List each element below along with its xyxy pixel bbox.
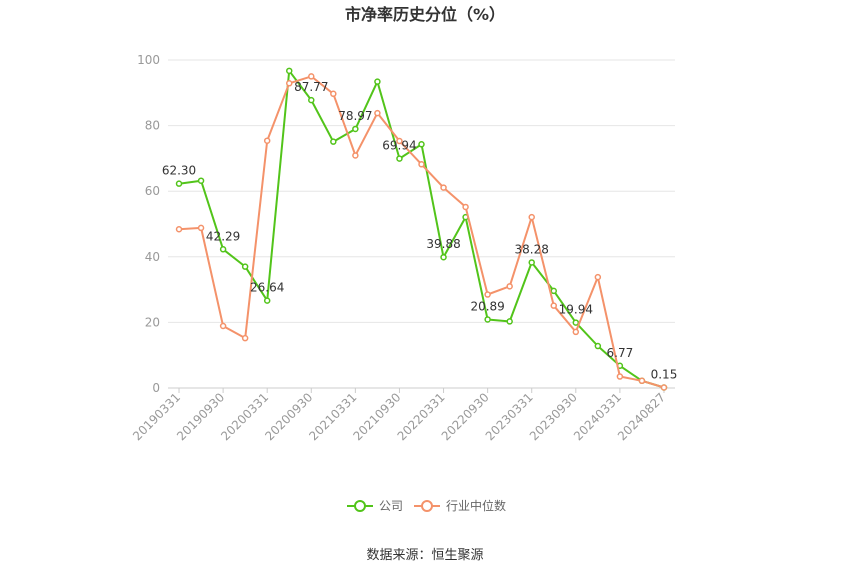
- data-point-industry-median: [462, 203, 469, 211]
- series-layer: [175, 67, 668, 391]
- data-point-industry-median: [572, 328, 580, 336]
- data-label: 19.94: [559, 303, 593, 317]
- series-line-company: [178, 69, 665, 389]
- y-tick-label: 0: [152, 381, 160, 395]
- data-point-industry-median: [638, 377, 646, 385]
- data-point-company: [528, 259, 535, 266]
- data-label: 62.30: [162, 164, 196, 178]
- y-tick-label: 80: [145, 119, 160, 133]
- data-point-company: [506, 318, 513, 325]
- data-point-industry-median: [219, 322, 227, 330]
- data-point-industry-median: [550, 302, 558, 309]
- data-point-industry-median: [396, 137, 403, 145]
- data-label: 0.15: [651, 368, 678, 382]
- data-point-industry-median: [528, 213, 535, 221]
- data-point-company: [352, 125, 359, 133]
- data-point-industry-median: [241, 334, 249, 342]
- data-point-industry-median: [616, 373, 624, 380]
- data-point-company: [396, 155, 403, 162]
- data-point-industry-median: [484, 291, 491, 298]
- data-point-company: [285, 67, 293, 75]
- data-label: 20.89: [470, 299, 504, 313]
- legend-marker-industry-median: [421, 500, 433, 512]
- data-point-company: [594, 342, 602, 350]
- y-tick-label: 40: [145, 250, 160, 264]
- legend-label-industry-median: 行业中位数: [446, 498, 506, 513]
- y-tick-label: 20: [145, 315, 160, 329]
- y-axis: 0 20 40 60 80 100: [137, 53, 160, 395]
- data-point-industry-median: [352, 152, 359, 159]
- data-point-company: [440, 253, 447, 261]
- data-point-industry-median: [374, 109, 381, 117]
- data-point-company: [550, 287, 558, 295]
- data-label: 38.28: [515, 242, 549, 256]
- data-point-company: [484, 316, 491, 323]
- data-point-industry-median: [263, 137, 271, 144]
- legend-label-company: 公司: [379, 499, 403, 513]
- x-axis: 2019033120190930202003312020093020210331…: [130, 387, 675, 443]
- data-point-industry-median: [308, 73, 315, 80]
- data-point-industry-median: [197, 224, 205, 232]
- grid-layer: [168, 59, 675, 323]
- data-point-industry-median: [330, 90, 337, 98]
- data-point-industry-median: [594, 273, 602, 281]
- y-tick-label: 60: [145, 184, 160, 198]
- data-label: 42.29: [206, 229, 240, 243]
- data-label: 87.77: [294, 80, 328, 94]
- data-point-company: [418, 141, 425, 148]
- data-point-company: [330, 138, 337, 145]
- data-point-company: [219, 246, 227, 253]
- data-label: 69.94: [382, 139, 416, 153]
- data-label: 78.97: [338, 109, 372, 123]
- legend-item-company[interactable]: 公司: [347, 499, 403, 513]
- data-point-industry-median: [660, 384, 668, 391]
- data-source: 数据来源：恒生聚源: [366, 548, 483, 563]
- legend: 公司 行业中位数: [347, 498, 506, 513]
- data-point-company: [374, 78, 381, 85]
- data-point-company: [197, 177, 205, 184]
- data-point-company: [263, 297, 271, 304]
- data-point-industry-median: [175, 225, 183, 233]
- data-point-company: [175, 180, 183, 187]
- x-tick-label: 20240827: [615, 390, 668, 443]
- data-point-company: [572, 319, 580, 326]
- data-label: 26.64: [250, 281, 284, 295]
- data-point-industry-median: [418, 161, 425, 168]
- data-label: 6.77: [607, 346, 634, 360]
- y-tick-label: 100: [137, 53, 160, 67]
- chart-title: 市净率历史分位（%）: [345, 5, 505, 24]
- data-point-industry-median: [285, 80, 293, 87]
- data-point-industry-median: [506, 283, 513, 290]
- series-line-industry-median: [178, 75, 665, 389]
- data-label: 39.88: [426, 237, 460, 251]
- data-point-company: [241, 263, 249, 270]
- data-point-industry-median: [440, 184, 447, 191]
- legend-item-industry-median[interactable]: 行业中位数: [414, 498, 506, 513]
- data-labels: 62.30 42.29 26.64 87.77 78.97 69.94 39.88 20.89…: [162, 80, 677, 381]
- data-point-company: [308, 96, 315, 104]
- legend-marker-company: [354, 500, 366, 512]
